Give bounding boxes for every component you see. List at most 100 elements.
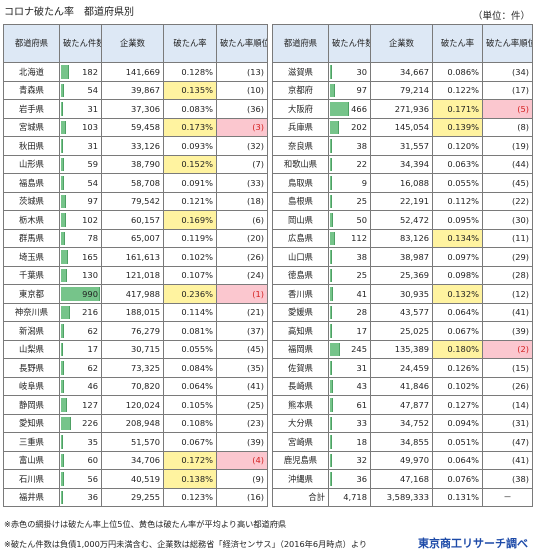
total-rank: －: [482, 487, 533, 507]
count-value: 62: [87, 362, 98, 373]
count-bar: [61, 324, 64, 338]
count-value: 9: [361, 177, 367, 188]
count-cell: 31: [59, 99, 102, 119]
count-cell: 165: [59, 247, 102, 267]
pref-name: 滋賀県: [272, 62, 329, 82]
rank-value: (9): [216, 469, 268, 489]
count-value: 130: [82, 270, 98, 281]
count-bar: [61, 65, 69, 79]
table-row: 鳥取県 9 16,088 0.055% (45): [272, 173, 533, 193]
count-cell: 202: [328, 117, 371, 137]
table-row: 奈良県 38 31,557 0.120% (19): [272, 136, 533, 156]
count-cell: 78: [59, 228, 102, 248]
table-row: 岡山県 50 52,472 0.095% (30): [272, 210, 533, 230]
count-bar: [330, 176, 332, 190]
count-cell: 130: [59, 265, 102, 285]
rate-value: 0.064%: [432, 450, 483, 470]
rank-value: (7): [216, 154, 268, 174]
table-row: 滋賀県 30 34,667 0.086% (34): [272, 62, 533, 82]
count-bar: [330, 194, 332, 208]
table-row: 沖縄県 36 47,168 0.076% (38): [272, 469, 533, 489]
rate-value: 0.063%: [432, 154, 483, 174]
rank-value: (13): [216, 62, 268, 82]
table-row: 岐阜県 46 70,820 0.064% (41): [3, 376, 268, 396]
count-value: 31: [356, 362, 367, 373]
companies-value: 59,458: [101, 117, 164, 137]
pref-name: 山口県: [272, 247, 329, 267]
right-table: 都道府県 破たん件数 企業数 破たん率 破たん率順位 滋賀県 30 34,667 0.…: [272, 24, 533, 507]
rate-value: 0.093%: [163, 136, 217, 156]
count-cell: 17: [59, 339, 102, 359]
table-row: 千葉県 130 121,018 0.107% (24): [3, 265, 268, 285]
pref-name: 島根県: [272, 191, 329, 211]
table-row: 三重県 35 51,570 0.067% (39): [3, 432, 268, 452]
companies-value: 41,846: [370, 376, 433, 396]
total-count: 4,718: [328, 487, 371, 507]
count-bar: [330, 250, 332, 264]
pref-name: 岐阜県: [3, 376, 60, 396]
rank-value: (17): [482, 80, 533, 100]
count-bar: [61, 231, 65, 245]
count-cell: 216: [59, 302, 102, 322]
count-cell: 61: [328, 395, 371, 415]
rate-value: 0.128%: [163, 62, 217, 82]
table-row: 愛知県 226 208,948 0.108% (23): [3, 413, 268, 433]
count-value: 97: [356, 85, 367, 96]
pref-name: 愛知県: [3, 413, 60, 433]
count-cell: 43: [328, 376, 371, 396]
table-row: 山形県 59 38,790 0.152% (7): [3, 154, 268, 174]
count-value: 165: [82, 251, 98, 262]
count-value: 990: [82, 288, 98, 299]
table-row: 大阪府 466 271,936 0.171% (5): [272, 99, 533, 119]
count-bar: [330, 342, 340, 356]
rate-value: 0.173%: [163, 117, 217, 137]
table-row: 島根県 25 22,191 0.112% (22): [272, 191, 533, 211]
rank-value: (39): [216, 432, 268, 452]
table-row: 石川県 56 40,519 0.138% (9): [3, 469, 268, 489]
companies-value: 34,667: [370, 62, 433, 82]
count-value: 38: [356, 140, 367, 151]
header-rank: 破たん率順位: [216, 24, 268, 63]
total-rate: 0.131%: [432, 487, 483, 507]
rate-value: 0.138%: [163, 469, 217, 489]
rank-value: (12): [482, 284, 533, 304]
table-row: 愛媛県 28 43,577 0.064% (41): [272, 302, 533, 322]
rate-value: 0.102%: [163, 247, 217, 267]
count-bar: [330, 453, 332, 467]
count-value: 245: [351, 344, 367, 355]
pref-name: 千葉県: [3, 265, 60, 285]
count-cell: 25: [328, 191, 371, 211]
count-value: 31: [87, 103, 98, 114]
header-count: 破たん件数: [59, 24, 102, 63]
rate-value: 0.064%: [163, 376, 217, 396]
count-value: 33: [356, 418, 367, 429]
rate-value: 0.091%: [163, 173, 217, 193]
table-row: 福島県 54 58,708 0.091% (33): [3, 173, 268, 193]
companies-value: 38,790: [101, 154, 164, 174]
companies-value: 34,706: [101, 450, 164, 470]
count-value: 36: [87, 492, 98, 503]
unit-label: （単位：件）: [472, 11, 530, 22]
rank-value: (32): [216, 136, 268, 156]
rate-value: 0.098%: [432, 265, 483, 285]
rank-value: (11): [482, 228, 533, 248]
table-row: 熊本県 61 47,877 0.127% (14): [272, 395, 533, 415]
table-row: 広島県 112 83,126 0.134% (11): [272, 228, 533, 248]
rank-value: (23): [216, 413, 268, 433]
header-row: 都道府県 破たん件数 企業数 破たん率 破たん率順位: [3, 24, 268, 63]
total-companies: 3,589,333: [370, 487, 433, 507]
header-rate: 破たん率: [432, 24, 483, 63]
count-bar: [330, 472, 332, 486]
rank-value: (26): [482, 376, 533, 396]
count-cell: 54: [59, 173, 102, 193]
pref-name: 山形県: [3, 154, 60, 174]
rate-value: 0.095%: [432, 210, 483, 230]
header-pref: 都道府県: [3, 24, 60, 63]
rate-value: 0.107%: [163, 265, 217, 285]
companies-value: 31,557: [370, 136, 433, 156]
count-cell: 36: [59, 487, 102, 507]
count-value: 28: [356, 307, 367, 318]
count-value: 103: [82, 122, 98, 133]
count-value: 127: [82, 399, 98, 410]
companies-value: 70,820: [101, 376, 164, 396]
